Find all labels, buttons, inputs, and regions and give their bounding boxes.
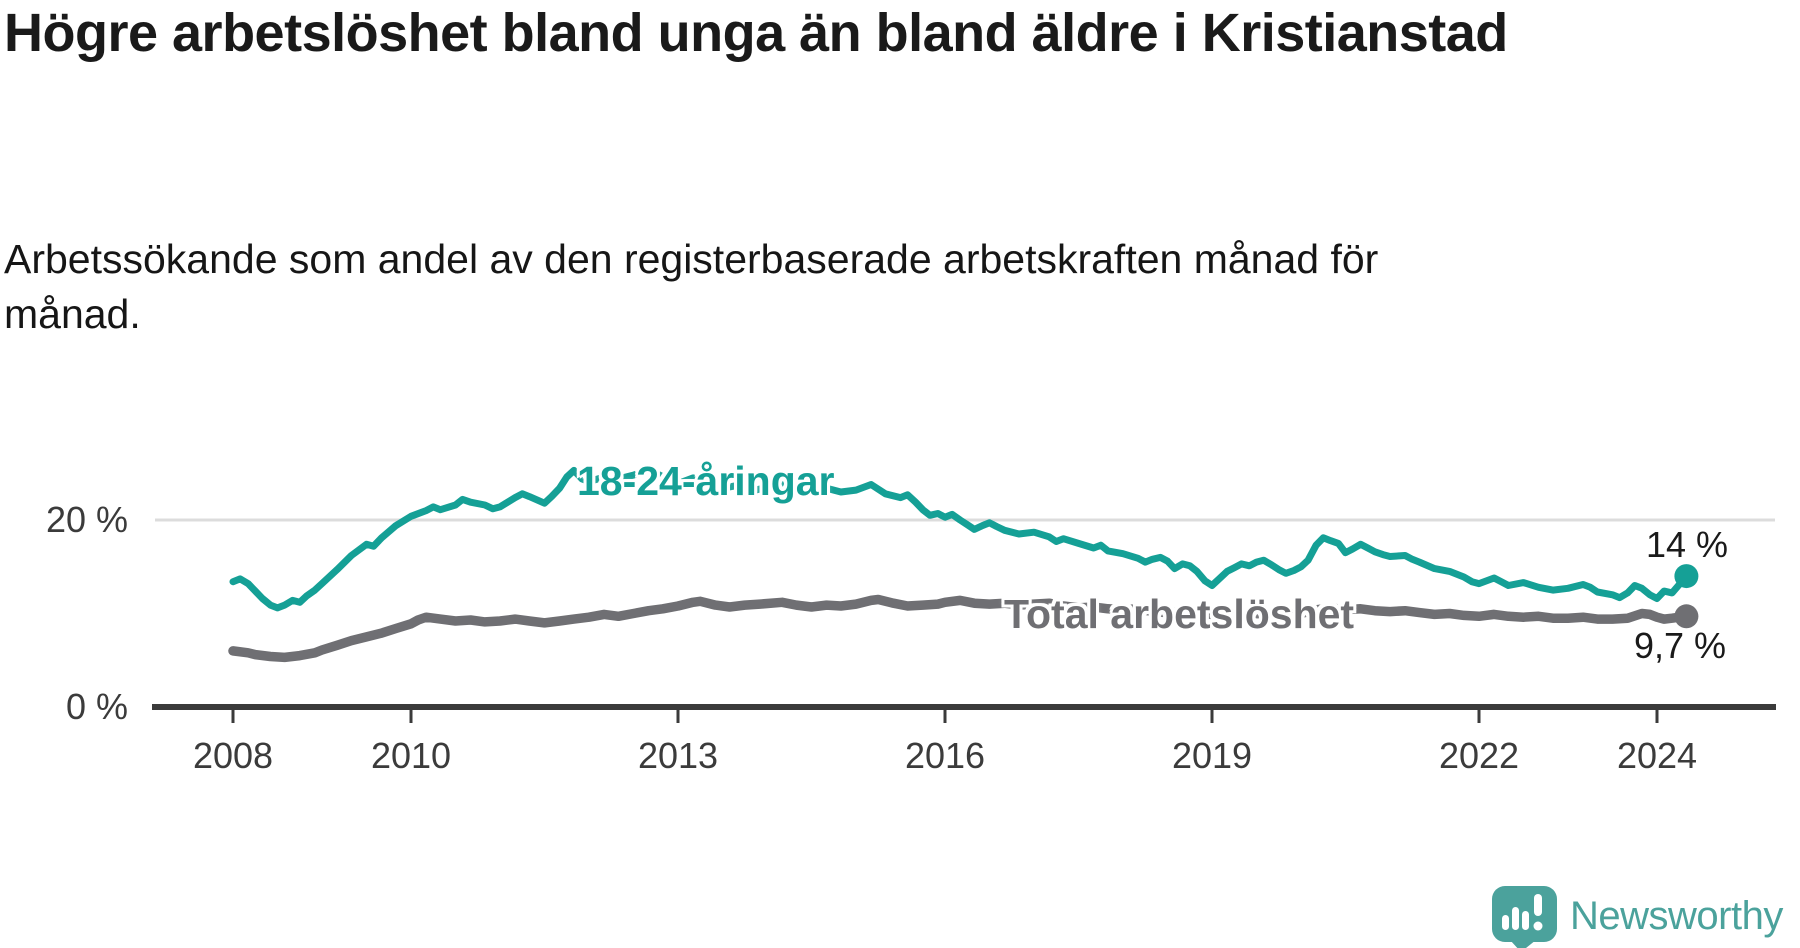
- end-value-total: 9,7 %: [1634, 625, 1727, 666]
- total-end-dot: [1674, 604, 1699, 629]
- x-axis-label-2022: 2022: [1438, 735, 1520, 776]
- newsworthy-icon: [1492, 886, 1557, 948]
- series-label-young: 18-24-åringar: [577, 458, 835, 504]
- page-title: Högre arbetslöshet bland unga än bland ä…: [4, 3, 1508, 63]
- youth-end-dot: [1674, 564, 1699, 589]
- logo-bar-1: [1502, 915, 1509, 930]
- x-axis-label-2016: 2016: [904, 735, 986, 776]
- x-axis-label-2019: 2019: [1171, 735, 1253, 776]
- x-axis-ticks: [231, 709, 1659, 723]
- newsworthy-wordmark: Newsworthy: [1570, 894, 1783, 938]
- x-axis-label-2013: 2013: [637, 735, 719, 776]
- logo-bubble-tail: [1510, 940, 1536, 948]
- x-axis-label-2010: 2010: [370, 735, 452, 776]
- chart-subtitle: Arbetssökande som andel av den registerb…: [4, 236, 1379, 337]
- y-axis-label-0: 0 %: [65, 686, 128, 727]
- logo-exclamation-bar: [1534, 894, 1542, 916]
- logo-exclamation-dot: [1533, 921, 1543, 931]
- youth-unemployment-line: [229, 466, 1690, 612]
- total-unemployment-line: [228, 594, 1692, 663]
- x-axis-label-2024: 2024: [1616, 735, 1698, 776]
- logo-bar-3: [1522, 911, 1529, 930]
- newsworthy-logo: Newsworthy: [1490, 884, 1800, 948]
- y-axis-label-20: 20 %: [45, 499, 128, 540]
- series-label-total: Total arbetslöshet: [1004, 591, 1355, 637]
- x-axis-label-2008: 2008: [192, 735, 274, 776]
- logo-bar-2: [1512, 907, 1519, 930]
- end-value-young: 14 %: [1646, 524, 1729, 565]
